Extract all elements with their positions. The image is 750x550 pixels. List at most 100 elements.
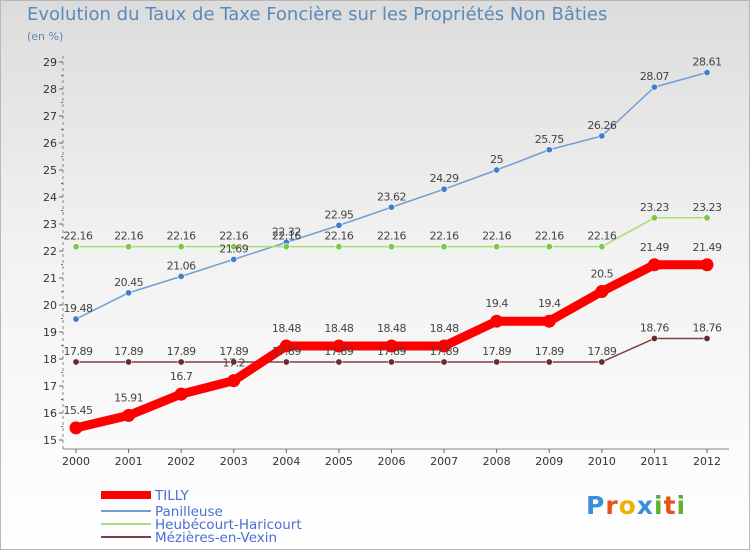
data-label-heubecourt-haricourt: 22.16 <box>64 230 93 243</box>
data-point-heubecourt-haricourt <box>650 214 658 222</box>
data-point-mezieres-en-vexin <box>335 358 343 366</box>
data-point-heubecourt-haricourt <box>125 243 133 251</box>
chart-title: Evolution du Taux de Taxe Foncière sur l… <box>27 4 608 25</box>
data-label-tilly: 19.4 <box>538 297 561 310</box>
data-point-tilly <box>279 339 293 353</box>
y-tick-label: 26 <box>43 137 57 150</box>
data-point-tilly <box>700 258 714 272</box>
x-tick-label: 2004 <box>272 455 300 468</box>
legend-swatch-tilly <box>101 491 151 499</box>
x-tick-label: 2012 <box>693 455 721 468</box>
data-label-panilleuse: 21.06 <box>167 259 196 272</box>
data-label-panilleuse: 28.07 <box>640 70 669 83</box>
data-point-mezieres-en-vexin <box>387 358 395 366</box>
data-point-tilly <box>437 339 451 353</box>
data-point-heubecourt-haricourt <box>230 243 238 251</box>
data-point-tilly <box>595 285 609 298</box>
x-tick-label: 2009 <box>535 455 563 468</box>
data-point-tilly <box>385 339 398 353</box>
data-point-mezieres-en-vexin <box>703 334 711 342</box>
data-point-heubecourt-haricourt <box>440 243 448 251</box>
x-tick-label: 2000 <box>62 455 90 468</box>
x-tick-label: 2007 <box>430 455 458 468</box>
data-point-heubecourt-haricourt <box>282 243 290 251</box>
legend-swatch-mezieres-en-vexin <box>101 536 151 538</box>
data-label-heubecourt-haricourt: 22.16 <box>272 230 301 243</box>
legend-label-mezieres-en-vexin: Mézières-en-Vexin <box>155 530 278 546</box>
data-label-heubecourt-haricourt: 22.16 <box>482 230 511 243</box>
y-tick-label: 22 <box>43 245 57 258</box>
data-label-heubecourt-haricourt: 22.16 <box>324 230 353 243</box>
legend-swatch-heubecourt-haricourt <box>101 523 151 525</box>
data-point-panilleuse <box>493 166 501 174</box>
data-label-heubecourt-haricourt: 22.16 <box>587 230 616 243</box>
y-tick-label: 19 <box>43 326 57 339</box>
data-point-heubecourt-haricourt <box>177 243 185 251</box>
data-label-tilly: 15.91 <box>114 391 143 404</box>
data-point-mezieres-en-vexin <box>177 358 185 366</box>
data-label-panilleuse: 25.75 <box>535 133 564 146</box>
x-tick-label: 2003 <box>220 455 248 468</box>
data-label-mezieres-en-vexin: 17.89 <box>430 345 459 358</box>
data-label-tilly: 19.4 <box>485 297 508 310</box>
data-label-mezieres-en-vexin: 17.89 <box>587 345 616 358</box>
x-tick-label: 2005 <box>325 455 353 468</box>
logo-letter: P <box>586 491 606 520</box>
data-label-tilly: 15.45 <box>64 404 93 417</box>
logo-letter: i <box>654 491 664 520</box>
data-label-mezieres-en-vexin: 18.76 <box>640 321 669 334</box>
data-point-tilly <box>122 408 136 422</box>
data-point-tilly <box>490 314 504 328</box>
y-tick-label: 23 <box>43 218 57 231</box>
proxiti-logo: Proxiti <box>586 491 686 520</box>
data-label-tilly: 20.5 <box>591 268 614 281</box>
data-point-tilly <box>542 314 556 328</box>
data-point-panilleuse <box>440 185 448 193</box>
data-point-tilly <box>227 374 241 388</box>
logo-letter: i <box>676 491 687 520</box>
y-tick-label: 21 <box>43 272 57 285</box>
data-label-mezieres-en-vexin: 17.89 <box>272 345 301 358</box>
data-point-panilleuse <box>387 203 395 211</box>
legend-label-heubecourt-haricourt: Heubécourt-Haricourt <box>155 517 302 533</box>
data-point-mezieres-en-vexin <box>125 358 133 366</box>
data-point-mezieres-en-vexin <box>282 358 290 366</box>
data-point-heubecourt-haricourt <box>387 243 395 251</box>
data-point-mezieres-en-vexin <box>598 358 606 366</box>
data-label-panilleuse: 20.45 <box>114 276 143 289</box>
data-label-panilleuse: 26.26 <box>587 119 616 132</box>
data-label-tilly: 17.2 <box>223 357 246 370</box>
data-label-heubecourt-haricourt: 22.16 <box>167 230 196 243</box>
data-label-panilleuse: 23.62 <box>377 190 406 203</box>
data-label-heubecourt-haricourt: 23.23 <box>640 201 669 214</box>
x-tick-label: 2006 <box>378 455 406 468</box>
data-label-tilly: 21.49 <box>693 241 722 254</box>
data-label-heubecourt-haricourt: 22.16 <box>535 230 564 243</box>
data-point-heubecourt-haricourt <box>493 243 501 251</box>
x-tick-label: 2011 <box>640 455 668 468</box>
y-tick-label: 15 <box>43 434 57 447</box>
data-label-panilleuse: 28.61 <box>693 56 722 69</box>
data-point-tilly <box>69 421 83 435</box>
data-label-heubecourt-haricourt: 22.16 <box>219 230 248 243</box>
data-label-mezieres-en-vexin: 17.89 <box>167 345 196 358</box>
data-point-heubecourt-haricourt <box>598 243 606 251</box>
data-label-panilleuse: 22.32 <box>272 225 301 238</box>
logo-letter: o <box>618 491 637 520</box>
y-tick-label: 24 <box>43 191 57 204</box>
y-tick-label: 16 <box>43 407 57 420</box>
data-label-mezieres-en-vexin: 17.89 <box>482 345 511 358</box>
data-point-panilleuse <box>335 221 343 229</box>
legend-label-panilleuse: Panilleuse <box>155 504 223 520</box>
data-label-tilly: 21.49 <box>640 241 669 254</box>
y-tick-label: 27 <box>43 110 57 123</box>
logo-letter: r <box>605 491 619 520</box>
data-point-mezieres-en-vexin <box>230 358 238 366</box>
legend-swatch-panilleuse <box>101 510 151 512</box>
data-label-tilly: 16.7 <box>170 370 193 383</box>
data-label-heubecourt-haricourt: 23.23 <box>693 201 722 214</box>
data-point-heubecourt-haricourt <box>335 243 343 251</box>
x-tick-label: 2010 <box>588 455 616 468</box>
